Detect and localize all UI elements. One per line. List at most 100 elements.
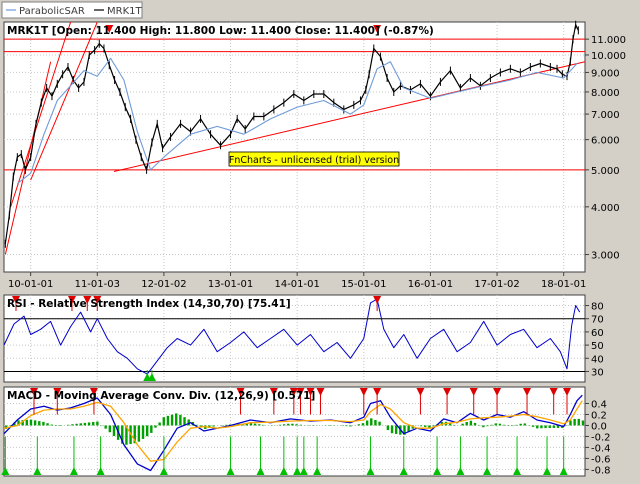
macd-histogram-bar: [26, 420, 28, 426]
y-tick-label: 0.4: [591, 399, 607, 410]
macd-histogram-bar: [486, 425, 488, 426]
macd-histogram-bar: [540, 425, 542, 428]
macd-histogram-bar: [503, 425, 505, 426]
x-tick-label: 16-01-01: [408, 279, 453, 290]
macd-histogram-bar: [142, 425, 144, 438]
macd-histogram-bar: [158, 422, 160, 425]
macd-histogram-bar: [536, 425, 538, 428]
panel-title: MACD - Moving Average Conv. Div. (12,26,…: [7, 390, 315, 402]
macd-histogram-bar: [387, 425, 389, 430]
y-tick-label: 0.0: [591, 421, 607, 432]
macd-histogram-bar: [291, 424, 293, 426]
macd-histogram-bar: [345, 425, 347, 426]
macd-histogram-bar: [582, 421, 584, 426]
macd-histogram-bar: [515, 425, 517, 426]
macd-histogram-bar: [92, 422, 94, 426]
macd-histogram-bar: [374, 420, 376, 425]
macd-histogram-bar: [432, 425, 434, 426]
panel-title: MRK1T [Open: 11.400 High: 11.800 Low: 11…: [7, 25, 434, 37]
macd-histogram-bar: [553, 425, 555, 427]
macd-histogram-bar: [225, 425, 227, 426]
macd-histogram-bar: [466, 422, 468, 425]
y-tick-label: 60: [591, 328, 604, 339]
macd-histogram-bar: [88, 422, 90, 425]
x-tick-label: 10-01-01: [8, 279, 53, 290]
macd-histogram-bar: [428, 425, 430, 427]
macd-histogram-bar: [46, 423, 48, 425]
macd-histogram-bar: [549, 425, 551, 427]
macd-histogram-bar: [395, 425, 397, 433]
plot-area: [4, 22, 585, 272]
legend-label: ParabolicSAR: [19, 6, 85, 17]
macd-histogram-bar: [67, 425, 69, 426]
macd-histogram-bar: [569, 420, 571, 425]
macd-histogram-bar: [146, 425, 148, 436]
macd-histogram-bar: [495, 423, 497, 425]
y-tick-label: 40: [591, 354, 604, 365]
macd-histogram-bar: [370, 418, 372, 425]
macd-histogram-bar: [366, 421, 368, 426]
macd-histogram-bar: [212, 425, 214, 426]
macd-histogram-bar: [258, 424, 260, 425]
y-tick-label: 10.000: [591, 51, 626, 62]
macd-histogram-bar: [461, 424, 463, 426]
macd-histogram-bar: [254, 424, 256, 426]
macd-histogram-bar: [96, 422, 98, 426]
macd-histogram-bar: [391, 425, 393, 433]
x-tick-label: 15-01-01: [341, 279, 386, 290]
macd-histogram-bar: [167, 416, 169, 426]
macd-histogram-bar: [470, 421, 472, 426]
y-tick-label: 30: [591, 367, 604, 378]
panel-title: RSI - Relative Strength Index (14,30,70)…: [7, 298, 291, 310]
macd-histogram-bar: [424, 425, 426, 427]
macd-histogram-bar: [113, 425, 115, 436]
macd-histogram-bar: [262, 425, 264, 426]
macd-histogram-bar: [55, 425, 57, 426]
y-tick-label: -0.4: [591, 443, 611, 454]
y-tick-label: 70: [591, 315, 604, 326]
macd-histogram-bar: [578, 419, 580, 426]
y-tick-label: 6.000: [591, 136, 620, 147]
macd-histogram-bar: [171, 415, 173, 426]
macd-histogram-bar: [34, 420, 36, 425]
y-tick-label: -0.8: [591, 465, 611, 476]
macd-histogram-bar: [490, 425, 492, 426]
macd-histogram-bar: [75, 424, 77, 426]
y-tick-label: 3.000: [591, 251, 620, 262]
macd-histogram-bar: [59, 425, 61, 426]
y-tick-label: 0.2: [591, 410, 607, 421]
x-tick-label: 13-01-01: [208, 279, 253, 290]
y-tick-label: 50: [591, 341, 604, 352]
macd-histogram-bar: [349, 425, 351, 426]
macd-histogram-bar: [163, 417, 165, 425]
macd-histogram-bar: [150, 425, 152, 432]
macd-histogram-bar: [499, 424, 501, 426]
macd-histogram-bar: [30, 420, 32, 426]
x-tick-label: 12-01-02: [141, 279, 186, 290]
x-tick-label: 18-01-01: [541, 279, 586, 290]
macd-histogram-bar: [71, 424, 73, 425]
trial-watermark: FnCharts - unlicensed (trial) version: [229, 152, 399, 166]
macd-histogram-bar: [42, 422, 44, 426]
y-tick-label: 9.000: [591, 68, 620, 79]
macd-histogram-bar: [532, 425, 534, 426]
macd-histogram-bar: [295, 424, 297, 425]
y-tick-label: 8.000: [591, 88, 620, 99]
macd-histogram-bar: [420, 425, 422, 426]
y-tick-label: 4.000: [591, 203, 620, 214]
macd-histogram-bar: [482, 425, 484, 427]
x-tick-label: 17-01-02: [474, 279, 519, 290]
macd-histogram-bar: [300, 425, 302, 426]
macd-histogram-bar: [453, 425, 455, 426]
macd-histogram-bar: [378, 422, 380, 426]
legend-label: MRK1T: [107, 6, 142, 17]
macd-histogram-bar: [80, 423, 82, 425]
macd-histogram-bar: [175, 413, 177, 425]
macd-histogram-bar: [104, 425, 106, 428]
macd-histogram-bar: [573, 419, 575, 426]
watermark-text: FnCharts - unlicensed (trial) version: [229, 155, 399, 166]
macd-histogram-bar: [109, 425, 111, 432]
macd-histogram-bar: [179, 415, 181, 426]
x-tick-label: 14-01-01: [274, 279, 319, 290]
